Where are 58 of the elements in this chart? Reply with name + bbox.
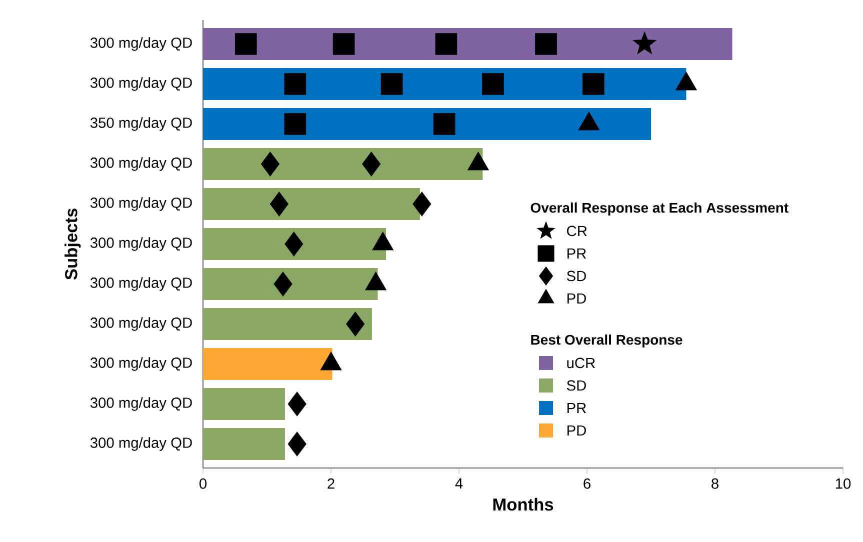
y-tick-label: 300 mg/day QD: [90, 37, 192, 51]
point: [284, 73, 306, 95]
bar: [203, 308, 372, 340]
point: [288, 392, 306, 416]
bar: [203, 348, 332, 380]
point: [288, 432, 306, 456]
x-tick-label: 8: [712, 478, 718, 489]
x-tick-label: 4: [455, 478, 463, 488]
text: Best Overall Response: [531, 334, 682, 348]
legend-label: PR: [567, 402, 586, 414]
point: [535, 33, 557, 55]
point: [435, 33, 458, 55]
y-tick-label: 350 mg/day QD: [90, 117, 192, 131]
point: [284, 113, 306, 135]
point: [332, 33, 355, 55]
y-tick-label: 300 mg/day QD: [90, 317, 192, 331]
x-tick-label: 0: [199, 478, 206, 489]
y-tick-label: 300 mg/day QD: [90, 77, 192, 91]
legend-label: SD: [566, 270, 586, 282]
legend-label: CR: [567, 226, 587, 236]
point: [362, 152, 381, 176]
bar: [203, 108, 651, 140]
legend-label: PD: [567, 293, 586, 304]
legend-label: SD: [566, 380, 586, 391]
y-tick-label: 300 mg/day QD: [90, 197, 192, 211]
legend-label: PD: [567, 425, 586, 436]
point: [433, 113, 456, 135]
y-tick-label: 300 mg/day QD: [90, 277, 192, 291]
point: [582, 73, 604, 95]
bar: [203, 148, 483, 180]
x-tick-label: 10: [836, 478, 851, 489]
point: [274, 272, 292, 296]
y-tick-label: 300 mg/day QD: [90, 437, 192, 451]
point: [260, 152, 280, 176]
y-tick-label: 300 mg/day QD: [90, 237, 192, 251]
x-axis-title: Months: [493, 498, 554, 511]
y-tick-label: 300 mg/day QD: [90, 397, 192, 411]
point: [380, 73, 403, 95]
y-axis-title: Subjects: [64, 208, 81, 280]
text: Overall Response at Each Assessment: [530, 202, 788, 216]
bar: [203, 388, 285, 420]
legend-label: uCR: [567, 358, 595, 368]
bar: [203, 268, 378, 300]
bar: [203, 428, 285, 460]
point: [284, 232, 304, 256]
bar: [203, 188, 420, 220]
legend-label: PR: [567, 248, 586, 259]
bar: [203, 228, 386, 260]
x-tick-label: 6: [584, 478, 590, 489]
point: [632, 32, 656, 54]
y-tick-label: 300 mg/day QD: [90, 157, 192, 171]
point: [346, 312, 365, 336]
y-tick-label: 300 mg/day QD: [90, 357, 192, 371]
point: [482, 73, 504, 95]
x-tick-label: 2: [328, 478, 334, 489]
point: [270, 192, 288, 216]
point: [234, 33, 257, 55]
point: [412, 192, 432, 216]
